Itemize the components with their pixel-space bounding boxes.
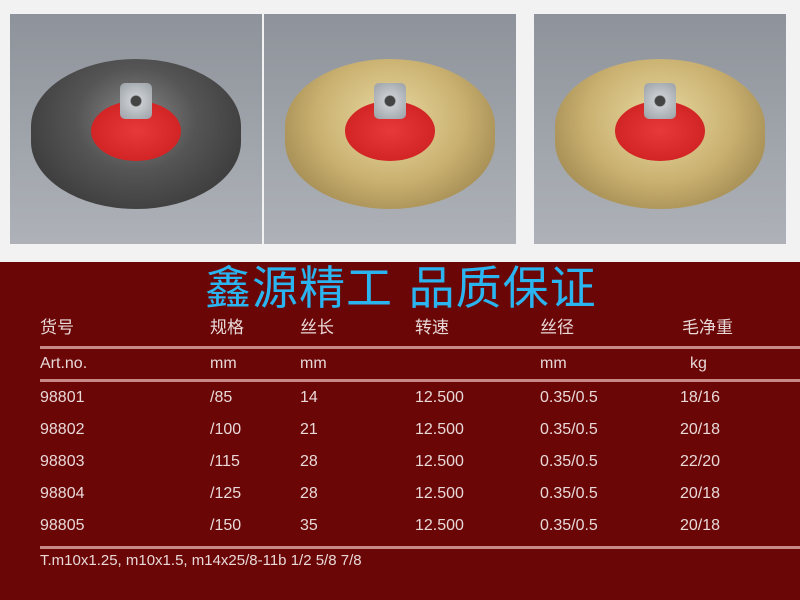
table-cell: /85 [210, 389, 233, 406]
table-cell: 12.500 [415, 517, 464, 534]
header-cell: 丝长 [300, 318, 334, 337]
header-cell: 规格 [210, 318, 244, 337]
table-cell: 12.500 [415, 485, 464, 502]
table-cell: 18/16 [680, 389, 721, 406]
photo-steel-brush [10, 14, 262, 244]
table-cell: 0.35/0.5 [540, 421, 598, 438]
table-cell: 98803 [40, 453, 85, 470]
unit-cell: Art.no. [40, 355, 88, 372]
watermark: 鑫源精工 品质保证 [205, 261, 597, 315]
photo-brass-brush [264, 14, 516, 244]
table-cell: 20/18 [680, 485, 721, 502]
unit-cell: mm [210, 355, 237, 372]
table-cell: 0.35/0.5 [540, 485, 598, 502]
divider [40, 379, 800, 382]
table-cell: 98805 [40, 517, 85, 534]
divider [40, 546, 800, 549]
table-cell: 0.35/0.5 [540, 389, 598, 406]
header-cell: 转速 [415, 318, 449, 337]
table-cell: 12.500 [415, 453, 464, 470]
product-photo-area [0, 0, 800, 262]
table-cell: 20/18 [680, 517, 721, 534]
table-cell: /100 [210, 421, 242, 438]
table-cell: 28 [300, 485, 318, 502]
table-cell: 35 [300, 517, 318, 534]
divider [40, 346, 800, 349]
table-cell: 98801 [40, 389, 85, 406]
table-cell: 28 [300, 453, 318, 470]
table-cell: 22/20 [680, 453, 721, 470]
table-cell: 0.35/0.5 [540, 517, 598, 534]
header-cell: 丝径 [540, 318, 574, 337]
table-cell: 21 [300, 421, 318, 438]
table-cell: /115 [210, 453, 240, 470]
table-cell: 12.500 [415, 389, 464, 406]
unit-cell: kg [690, 355, 707, 372]
unit-cell: mm [540, 355, 567, 372]
table-cell: /125 [210, 485, 242, 502]
header-cell: 毛净重 [682, 318, 733, 337]
table-cell: /150 [210, 517, 242, 534]
unit-cell: mm [300, 355, 327, 372]
table-cell: 0.35/0.5 [540, 453, 598, 470]
table-cell: 12.500 [415, 421, 464, 438]
table-cell: 20/18 [680, 421, 721, 438]
table-cell: 14 [300, 389, 318, 406]
table-cell: 98802 [40, 421, 85, 438]
table-cell: 98804 [40, 485, 85, 502]
thread-note: T.m10x1.25, m10x1.5, m14x25/8-11b 1/2 5/… [40, 552, 362, 569]
header-cell: 货号 [40, 318, 74, 337]
photo-brass-brush-2 [534, 14, 786, 244]
